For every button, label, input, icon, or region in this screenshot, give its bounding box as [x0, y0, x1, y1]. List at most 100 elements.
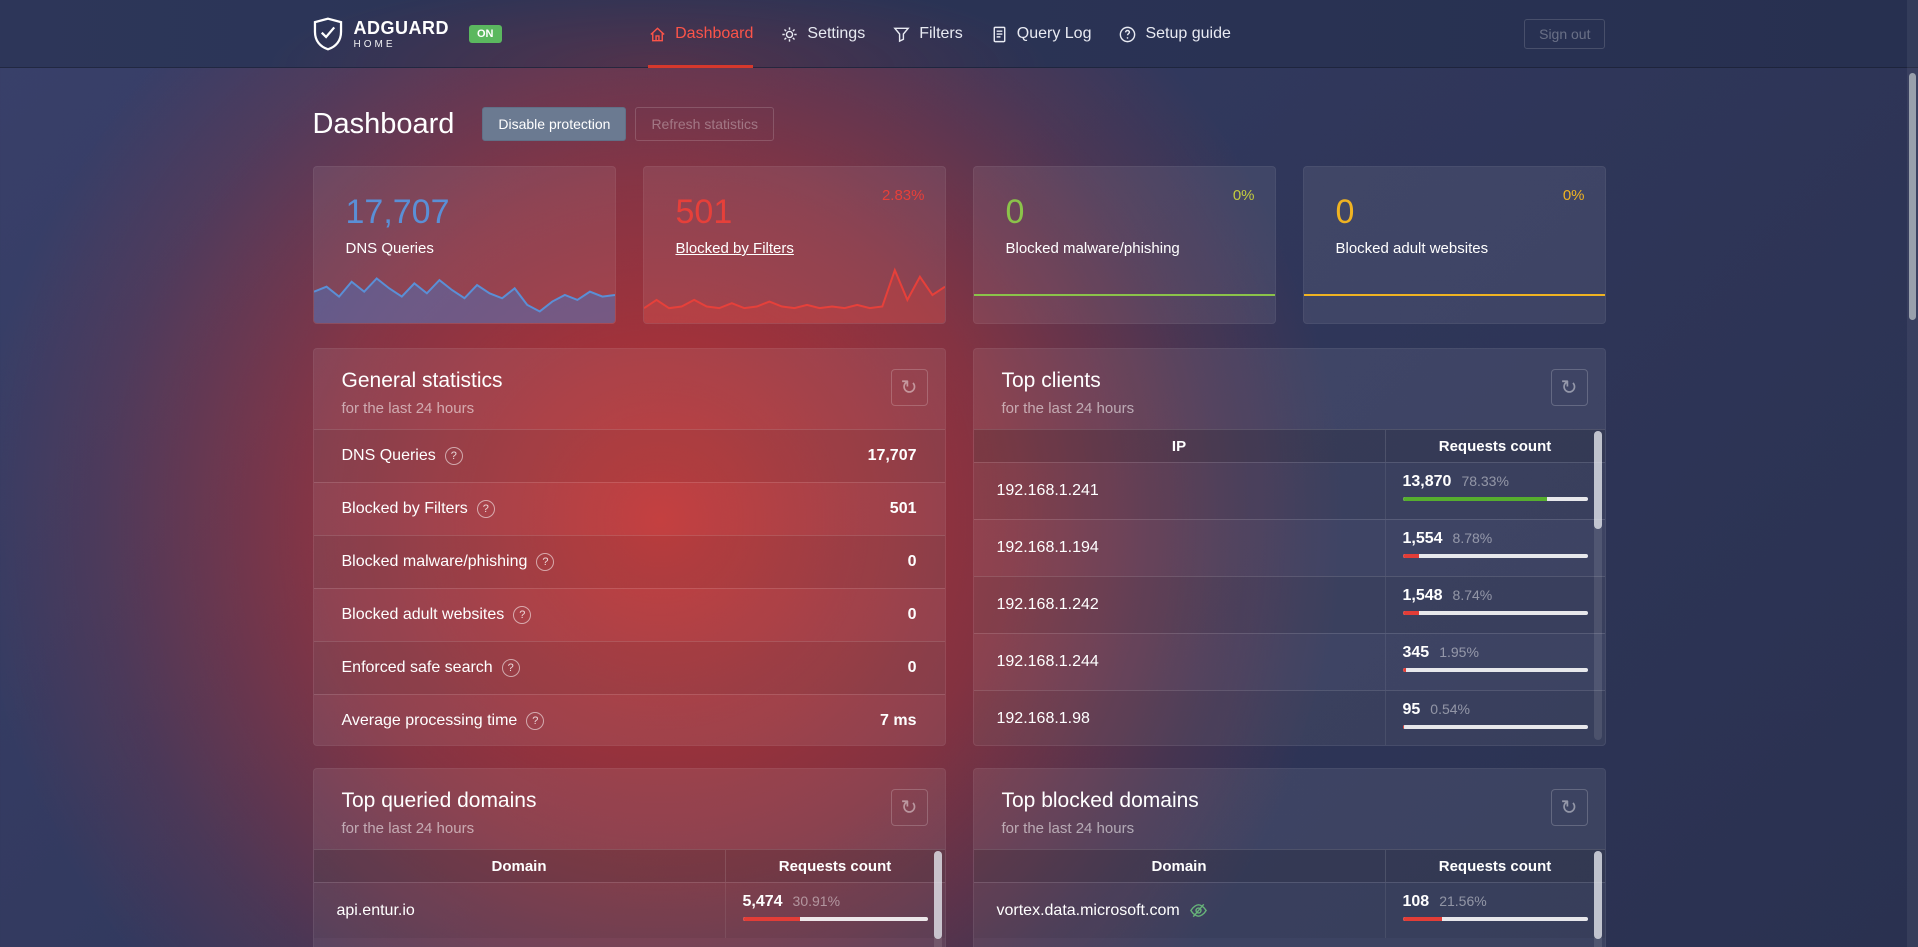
domain-name: api.entur.io [336, 901, 415, 919]
refresh-card-button[interactable]: ↻ [890, 369, 928, 406]
help-icon[interactable]: ? [536, 553, 555, 571]
stat-row-label: Blocked malware/phishing [341, 553, 528, 570]
client-row[interactable]: 192.168.1.241 13,870 78.33% [973, 462, 1605, 519]
table-header: Domain Requests count [313, 849, 945, 882]
refresh-icon: ↻ [1560, 796, 1578, 819]
domain-name: vortex.data.microsoft.com [996, 901, 1180, 919]
stat-row-value: 7 ms [880, 712, 917, 729]
request-percent: 1.95% [1439, 644, 1479, 660]
refresh-card-button[interactable]: ↻ [890, 789, 928, 826]
help-icon[interactable]: ? [444, 447, 463, 465]
scrollbar[interactable] [1593, 851, 1602, 947]
stat-row-label: Enforced safe search [341, 659, 493, 676]
dashboard-page: Dashboard Disable protection Refresh sta… [312, 68, 1606, 947]
progress-bar [1402, 725, 1588, 729]
client-row[interactable]: 192.168.1.242 1,548 8.74% [973, 576, 1605, 633]
allowlist-eye-off-icon[interactable] [1189, 901, 1208, 920]
client-row[interactable]: 192.168.1.194 1,554 8.78% [973, 519, 1605, 576]
request-count: 5,474 [742, 893, 783, 910]
stat-value: 0 [1005, 193, 1025, 231]
stat-cards-row: 17,707 DNS Queries 2.83% 501 Blocked by … [312, 166, 1606, 324]
scrollbar-thumb[interactable] [933, 851, 942, 939]
stat-value: 17,707 [345, 193, 450, 231]
stat-row: Enforced safe search ? 0 [313, 641, 945, 694]
stat-row-label: DNS Queries [341, 447, 436, 464]
help-icon[interactable]: ? [501, 659, 520, 677]
stat-row: Average processing time ? 7 ms [313, 694, 945, 745]
general-statistics-table: DNS Queries ? 17,707 Blocked by Filters … [313, 429, 945, 745]
refresh-icon: ↻ [900, 376, 918, 399]
card-subtitle: for the last 24 hours [1001, 400, 1135, 417]
stat-label: DNS Queries [345, 240, 434, 257]
nav-filters[interactable]: Filters [892, 0, 963, 68]
stat-row-label: Average processing time [341, 712, 518, 729]
table-header: Domain Requests count [973, 849, 1605, 882]
request-percent: 8.78% [1452, 530, 1493, 546]
scrollbar-thumb[interactable] [1593, 431, 1602, 529]
disable-protection-button[interactable]: Disable protection [482, 107, 627, 141]
progress-bar [1402, 497, 1588, 501]
request-percent: 0.54% [1430, 701, 1470, 717]
help-icon[interactable]: ? [476, 500, 495, 518]
funnel-icon [892, 25, 911, 44]
request-count: 95 [1402, 701, 1421, 718]
nav-settings[interactable]: Settings [780, 0, 865, 68]
refresh-card-button[interactable]: ↻ [1550, 789, 1588, 826]
stat-row: Blocked malware/phishing ? 0 [313, 535, 945, 588]
stat-label: Blocked malware/phishing [1005, 240, 1180, 257]
brand-name: ADGUARD [353, 17, 449, 38]
refresh-statistics-button[interactable]: Refresh statistics [635, 107, 775, 141]
page-title: Dashboard [312, 107, 455, 140]
blocked-by-filters-link[interactable]: Blocked by Filters [675, 240, 794, 257]
stat-row-value: 0 [907, 659, 917, 676]
refresh-card-button[interactable]: ↻ [1550, 369, 1588, 406]
stat-percent: 2.83% [881, 187, 925, 204]
blocked-malware-sparkline [974, 257, 1275, 323]
column-header-requests: Requests count [1384, 430, 1605, 462]
card-title: Top blocked domains [1001, 789, 1199, 812]
blocked-malware-card: 0% 0 Blocked malware/phishing [972, 166, 1276, 324]
client-row[interactable]: 192.168.1.244 345 1.95% [973, 633, 1605, 690]
progress-bar [1402, 668, 1588, 672]
nav-query-log[interactable]: Query Log [990, 0, 1092, 68]
home-icon [648, 25, 667, 44]
stat-row: Blocked adult websites ? 0 [313, 588, 945, 641]
domain-row[interactable]: vortex.data.microsoft.com 108 [973, 882, 1605, 938]
dns-queries-sparkline [313, 257, 615, 323]
blocked-by-filters-sparkline [643, 257, 945, 323]
scrollbar-thumb[interactable] [1593, 851, 1602, 939]
client-row[interactable]: 192.168.1.98 95 0.54% [973, 690, 1605, 745]
nav-label: Setup guide [1145, 25, 1231, 42]
nav-dashboard[interactable]: Dashboard [648, 0, 754, 68]
column-header-requests: Requests count [724, 850, 945, 882]
progress-bar [742, 917, 928, 921]
refresh-icon: ↻ [1560, 376, 1578, 399]
blocked-adult-sparkline [1304, 257, 1605, 323]
domain-row[interactable]: api.entur.io 5,474 30.91% [313, 882, 945, 938]
scrollbar[interactable] [1593, 431, 1602, 740]
dns-queries-card: 17,707 DNS Queries [312, 166, 616, 324]
main-nav: Dashboard Settings Filters [648, 0, 1231, 68]
page-scrollbar-thumb[interactable] [1909, 73, 1916, 320]
stat-row: Blocked by Filters ? 501 [313, 482, 945, 535]
top-clients-card: Top clients for the last 24 hours ↻ IP R… [972, 348, 1606, 746]
page-scrollbar[interactable] [1907, 0, 1918, 947]
help-icon[interactable]: ? [513, 606, 532, 624]
stat-percent: 0% [1232, 187, 1255, 204]
sign-out-button[interactable]: Sign out [1524, 19, 1606, 49]
card-title: Top clients [1001, 369, 1101, 392]
column-header-domain: Domain [1151, 857, 1207, 875]
request-count: 1,548 [1402, 587, 1443, 604]
table-header: IP Requests count [973, 429, 1605, 462]
nav-setup-guide[interactable]: Setup guide [1118, 0, 1231, 68]
client-ip: 192.168.1.242 [996, 596, 1099, 613]
nav-label: Filters [919, 25, 963, 42]
top-queried-domains-table: api.entur.io 5,474 30.91% [313, 882, 945, 938]
nav-label: Query Log [1016, 25, 1092, 42]
column-header-domain: Domain [491, 857, 547, 875]
scrollbar[interactable] [933, 851, 942, 947]
help-icon[interactable]: ? [526, 712, 545, 730]
client-ip: 192.168.1.241 [996, 482, 1099, 499]
stat-row-label: Blocked adult websites [341, 606, 505, 623]
brand[interactable]: ADGUARD HOME ON [313, 17, 502, 51]
